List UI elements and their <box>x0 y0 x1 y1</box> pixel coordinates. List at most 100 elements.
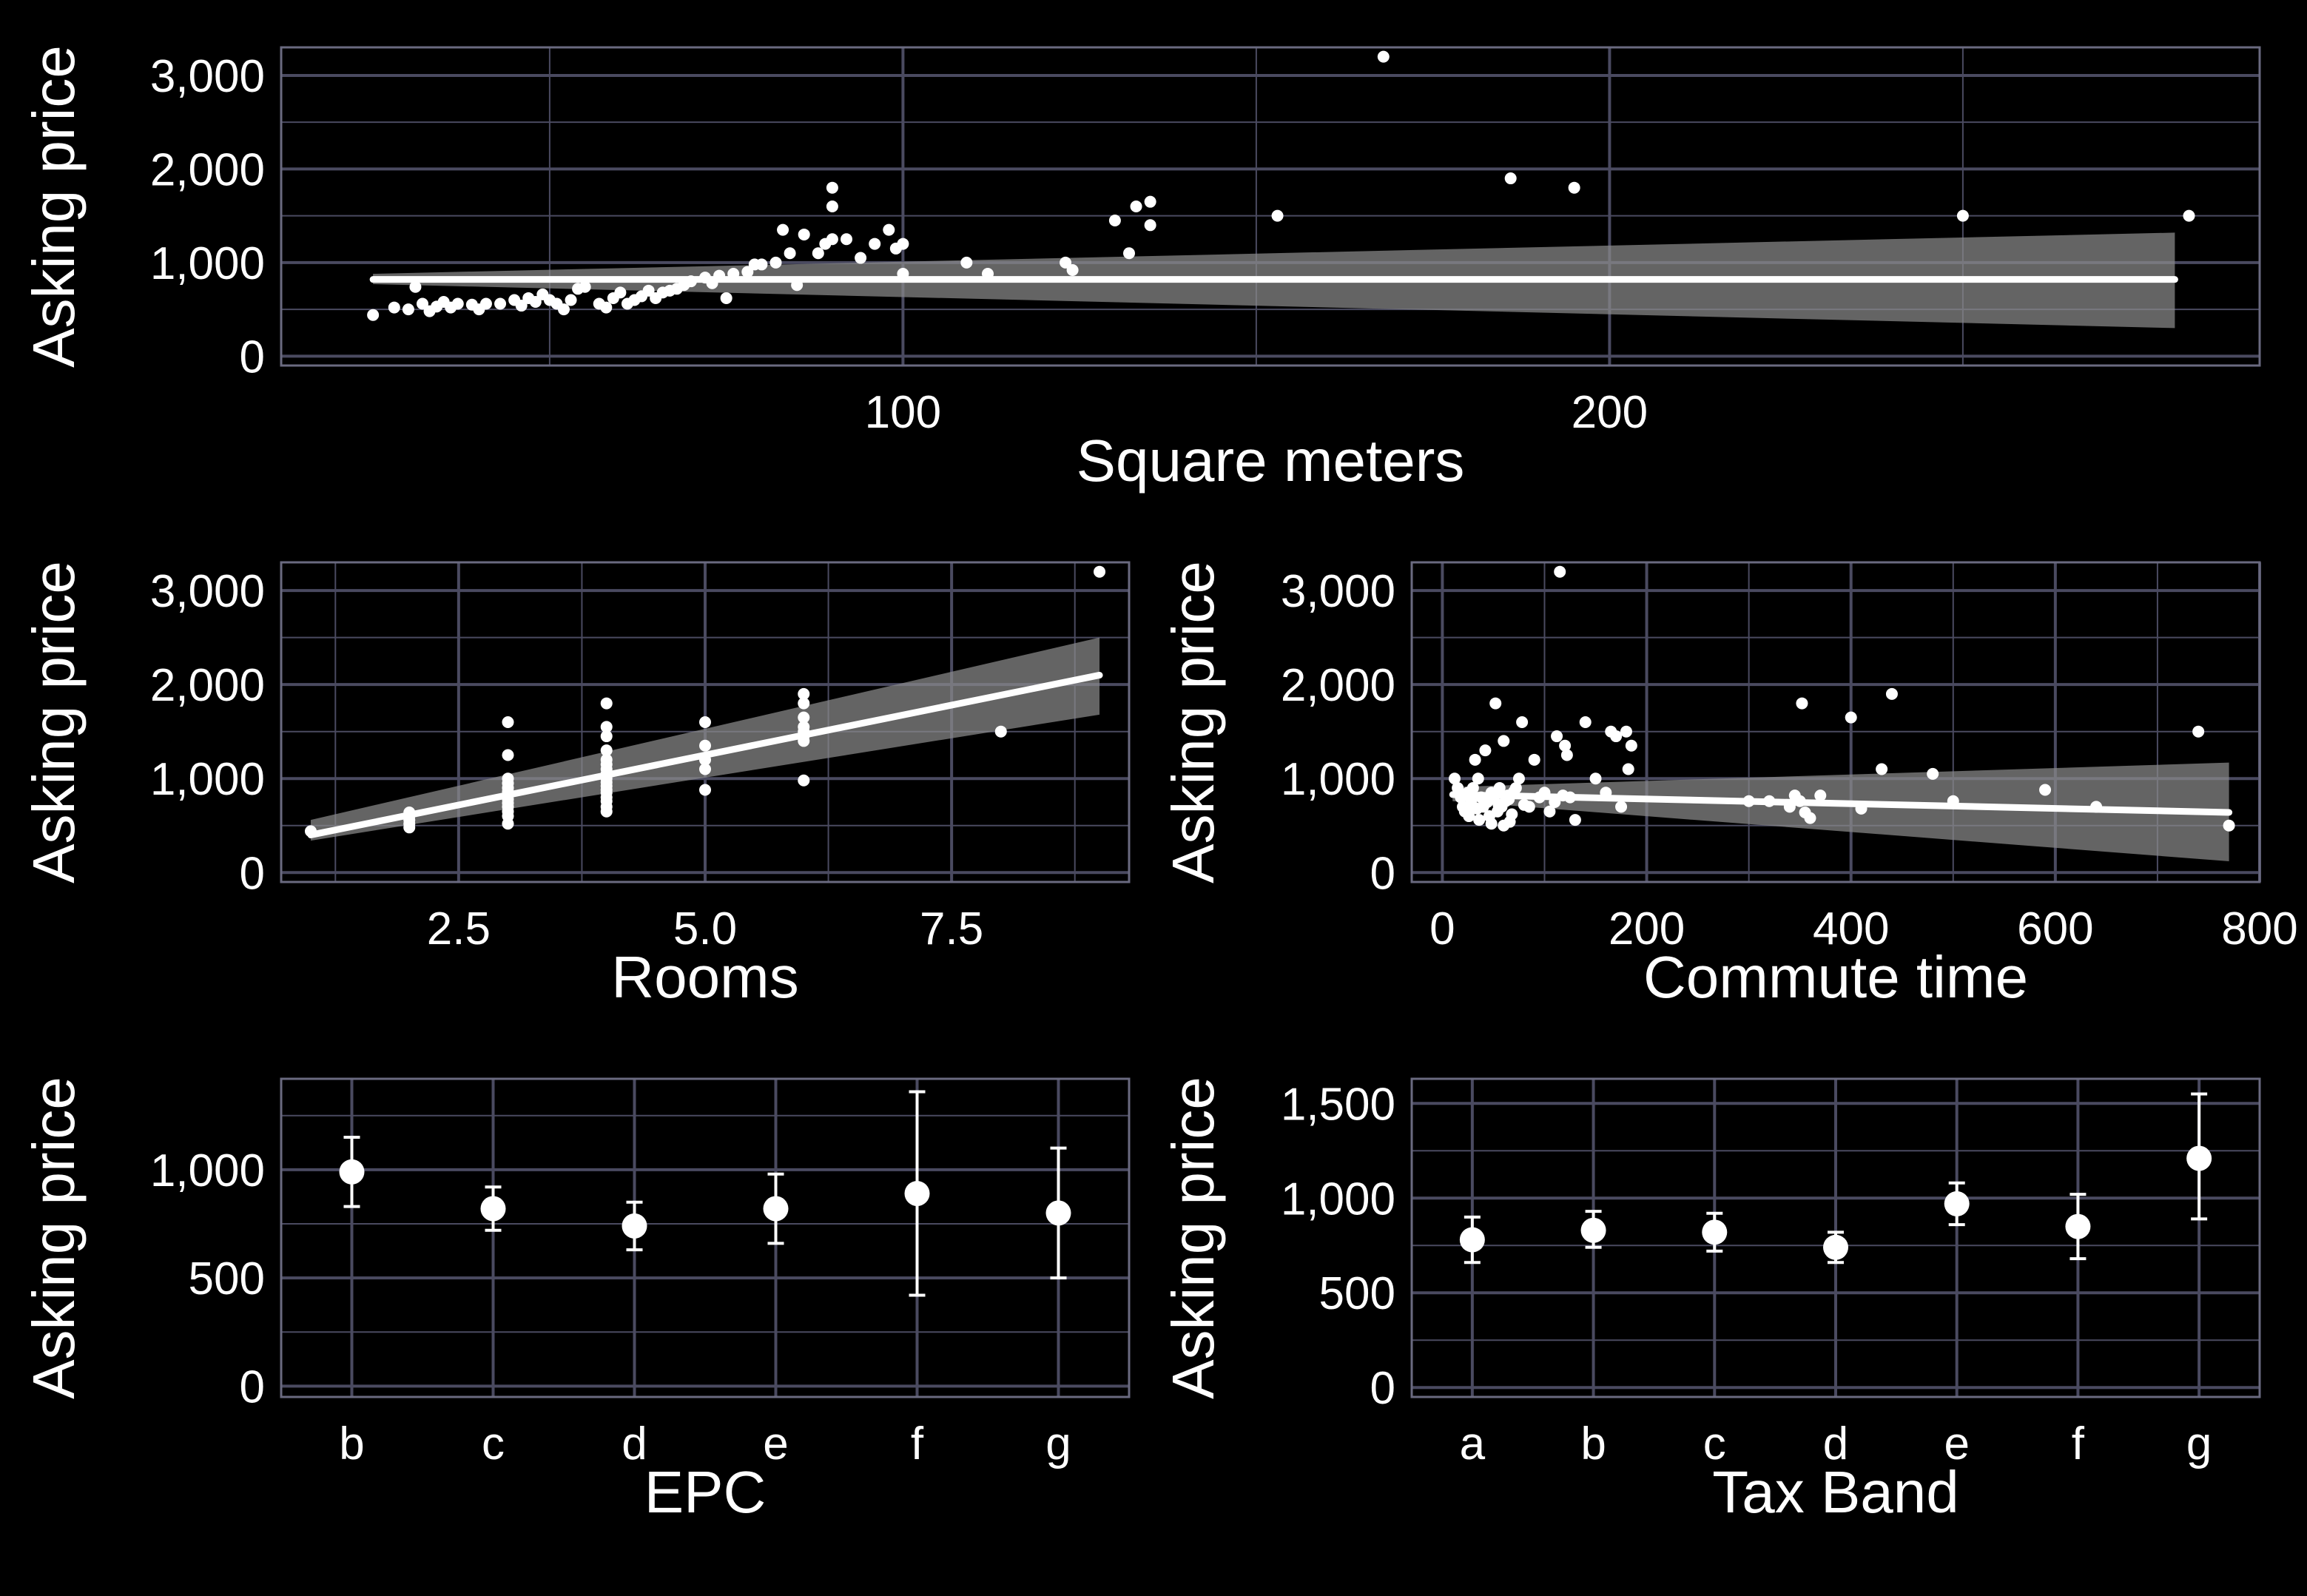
panel-epc: 0 500 1,000 b c d e f g EPC Asking price <box>21 1077 1131 1525</box>
x-tick-label: 200 <box>1572 387 1648 438</box>
plot-frame <box>280 1077 1131 1398</box>
mean-point <box>622 1213 647 1239</box>
mean-point <box>339 1159 365 1185</box>
data-point <box>1498 735 1510 747</box>
x-tick-label: g <box>2186 1418 2212 1469</box>
x-tick-label: c <box>482 1418 505 1469</box>
data-point <box>869 238 881 250</box>
data-point <box>1528 753 1540 766</box>
mean-point <box>1702 1219 1728 1245</box>
data-point <box>1493 781 1506 794</box>
plot-frame <box>280 46 2261 367</box>
data-point <box>451 297 464 310</box>
data-point <box>1885 687 1898 700</box>
mean-point <box>2186 1145 2212 1171</box>
data-point <box>367 309 380 321</box>
x-tick-label: c <box>1703 1418 1726 1469</box>
data-point <box>897 238 909 250</box>
data-point <box>855 252 867 264</box>
data-point <box>1461 801 1474 813</box>
data-point <box>1509 781 1522 794</box>
data-point <box>1108 214 1121 226</box>
data-point <box>1814 789 1827 802</box>
data-point <box>826 181 838 194</box>
data-point <box>826 233 838 246</box>
data-point <box>1568 181 1580 194</box>
data-point <box>699 716 711 728</box>
data-point <box>1463 810 1475 823</box>
data-point <box>720 292 732 304</box>
mean-point <box>480 1196 506 1222</box>
mean-point <box>1459 1227 1485 1253</box>
x-tick-label: 7.5 <box>920 903 983 954</box>
mean-point <box>1045 1200 1071 1226</box>
data-point <box>600 697 613 710</box>
data-point <box>529 296 542 308</box>
data-point <box>502 716 514 728</box>
x-tick-label: e <box>763 1418 788 1469</box>
data-point <box>2183 209 2195 222</box>
data-point <box>1622 763 1634 775</box>
data-point <box>1469 753 1481 766</box>
data-point <box>883 223 895 236</box>
data-point <box>502 749 514 761</box>
data-point <box>798 721 810 733</box>
x-tick-label: d <box>1823 1418 1848 1469</box>
data-point <box>402 303 414 316</box>
y-tick-label: 1,000 <box>150 754 265 805</box>
regression-line <box>307 671 1103 838</box>
data-point <box>798 774 810 787</box>
mean-point <box>1580 1217 1606 1243</box>
y-tick-label: 1,000 <box>1281 754 1395 805</box>
x-tick-label: 400 <box>1813 903 1889 954</box>
y-axis-label: Asking price <box>21 1077 87 1399</box>
data-point <box>812 247 824 260</box>
x-tick-label: f <box>911 1418 924 1469</box>
data-point <box>1845 711 1857 724</box>
data-point <box>1094 565 1106 578</box>
y-tick-label: 3,000 <box>1281 566 1395 617</box>
y-tick-label: 2,000 <box>150 144 265 195</box>
data-point <box>1551 730 1563 743</box>
data-point <box>502 772 514 785</box>
data-point <box>798 697 810 710</box>
data-point <box>1066 264 1079 276</box>
data-point <box>1560 749 1573 761</box>
x-tick-label: 200 <box>1609 903 1685 954</box>
data-point <box>798 687 810 700</box>
y-tick-label: 2,000 <box>150 660 265 711</box>
y-tick-label: 1,000 <box>150 238 265 289</box>
data-point <box>1796 697 1808 710</box>
y-tick-label: 3,000 <box>150 51 265 102</box>
x-tick-label: 600 <box>2017 903 2093 954</box>
panel-rooms: 0 1,000 2,000 3,000 2.5 5.0 7.5 Rooms Asking pri… <box>21 561 1131 1010</box>
data-point <box>417 297 428 310</box>
confidence-band <box>1452 762 2229 862</box>
data-point <box>1589 772 1602 785</box>
mean-point <box>2065 1213 2091 1239</box>
data-point <box>1804 812 1816 824</box>
data-point <box>1271 209 1284 222</box>
x-axis-label: Square meters <box>1077 428 1465 494</box>
y-axis-label: Asking price <box>21 561 87 883</box>
data-point <box>579 280 591 293</box>
y-tick-label: 1,500 <box>1281 1079 1395 1130</box>
data-point <box>494 297 507 310</box>
x-axis-label: Tax Band <box>1712 1459 1959 1525</box>
panel-commute-time: 0 1,000 2,000 3,000 0 200 400 600 800 Commute tim… <box>1160 561 2298 1010</box>
mean-point <box>904 1181 930 1207</box>
x-tick-label: 5.0 <box>673 903 737 954</box>
data-point <box>1448 772 1461 785</box>
data-point <box>600 301 613 314</box>
data-point <box>1569 814 1581 826</box>
data-point <box>558 303 570 316</box>
data-point <box>1472 772 1484 785</box>
x-tick-label: d <box>622 1418 647 1469</box>
data-point <box>1489 697 1502 710</box>
data-point <box>2039 784 2052 796</box>
data-point <box>1144 195 1156 208</box>
data-point <box>1927 767 1939 780</box>
x-tick-label: a <box>1460 1418 1486 1469</box>
regression-line <box>1449 791 2233 816</box>
data-point <box>1498 819 1510 832</box>
